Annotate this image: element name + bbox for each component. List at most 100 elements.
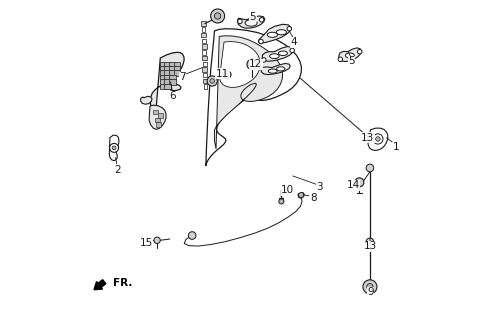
Circle shape <box>355 178 364 187</box>
Polygon shape <box>150 52 184 112</box>
Polygon shape <box>201 21 206 26</box>
Circle shape <box>357 50 362 54</box>
Circle shape <box>261 58 266 62</box>
Polygon shape <box>174 66 180 71</box>
Polygon shape <box>169 66 176 71</box>
Polygon shape <box>298 193 304 198</box>
Circle shape <box>215 13 221 19</box>
Polygon shape <box>220 42 260 87</box>
Circle shape <box>110 143 119 152</box>
Polygon shape <box>203 73 207 77</box>
Polygon shape <box>160 75 166 80</box>
Text: 12: 12 <box>249 60 262 69</box>
Polygon shape <box>109 135 119 161</box>
Polygon shape <box>215 36 282 149</box>
Circle shape <box>226 73 229 76</box>
Circle shape <box>259 18 264 22</box>
Circle shape <box>210 79 215 83</box>
Polygon shape <box>160 70 166 76</box>
FancyArrow shape <box>94 280 106 290</box>
Polygon shape <box>368 128 388 150</box>
Polygon shape <box>156 122 161 126</box>
Polygon shape <box>258 24 291 43</box>
Circle shape <box>338 57 342 61</box>
Polygon shape <box>261 63 290 75</box>
Circle shape <box>207 76 218 86</box>
Circle shape <box>367 284 373 290</box>
Polygon shape <box>201 33 206 37</box>
Text: 6: 6 <box>170 91 176 101</box>
Polygon shape <box>158 113 163 118</box>
Polygon shape <box>169 70 176 76</box>
Text: 5: 5 <box>250 12 256 22</box>
Text: 15: 15 <box>139 238 153 248</box>
Circle shape <box>224 71 231 78</box>
Text: 13: 13 <box>361 133 374 143</box>
Ellipse shape <box>267 32 277 37</box>
Circle shape <box>290 48 294 52</box>
Circle shape <box>250 62 254 67</box>
Polygon shape <box>149 105 166 129</box>
Circle shape <box>238 19 242 24</box>
Circle shape <box>366 164 374 172</box>
Text: 5: 5 <box>348 56 355 66</box>
Polygon shape <box>165 75 171 80</box>
Circle shape <box>188 232 196 239</box>
Polygon shape <box>238 16 265 28</box>
Polygon shape <box>339 48 361 61</box>
Polygon shape <box>160 79 166 85</box>
Circle shape <box>376 137 380 141</box>
Polygon shape <box>203 67 208 72</box>
Circle shape <box>279 199 284 204</box>
Polygon shape <box>204 84 208 89</box>
Circle shape <box>373 134 383 144</box>
Text: 7: 7 <box>179 72 186 82</box>
Polygon shape <box>202 39 206 43</box>
Polygon shape <box>169 61 176 67</box>
Polygon shape <box>160 84 166 89</box>
Text: FR.: FR. <box>113 278 133 288</box>
Circle shape <box>287 27 291 31</box>
Text: 14: 14 <box>346 180 360 190</box>
Ellipse shape <box>276 30 286 35</box>
Polygon shape <box>160 66 166 71</box>
Polygon shape <box>165 84 171 89</box>
Ellipse shape <box>269 54 279 59</box>
Polygon shape <box>202 44 207 49</box>
Circle shape <box>366 238 374 246</box>
Ellipse shape <box>245 20 257 26</box>
Polygon shape <box>160 61 166 67</box>
Polygon shape <box>165 66 171 71</box>
Text: 3: 3 <box>316 182 323 192</box>
Polygon shape <box>165 79 171 85</box>
Polygon shape <box>262 47 293 61</box>
Text: 11: 11 <box>216 69 229 79</box>
Polygon shape <box>203 50 206 54</box>
Text: 13: 13 <box>364 241 377 251</box>
Polygon shape <box>174 61 180 67</box>
Circle shape <box>211 9 225 23</box>
Text: 9: 9 <box>367 287 374 297</box>
Circle shape <box>112 146 116 150</box>
Text: 1: 1 <box>393 142 399 152</box>
Ellipse shape <box>345 53 354 58</box>
Ellipse shape <box>268 69 277 73</box>
Circle shape <box>154 237 160 244</box>
Polygon shape <box>155 118 160 123</box>
Polygon shape <box>169 79 176 85</box>
Polygon shape <box>174 70 180 76</box>
Polygon shape <box>202 27 206 32</box>
Polygon shape <box>153 110 158 115</box>
Circle shape <box>259 39 263 44</box>
Polygon shape <box>141 96 152 104</box>
Polygon shape <box>203 79 208 83</box>
Text: 10: 10 <box>281 185 294 195</box>
Ellipse shape <box>276 67 285 71</box>
Polygon shape <box>165 61 171 67</box>
Polygon shape <box>203 61 207 66</box>
Polygon shape <box>165 70 171 76</box>
Text: 4: 4 <box>291 37 297 47</box>
Polygon shape <box>202 56 207 60</box>
Text: 2: 2 <box>114 164 121 174</box>
Circle shape <box>363 280 377 294</box>
